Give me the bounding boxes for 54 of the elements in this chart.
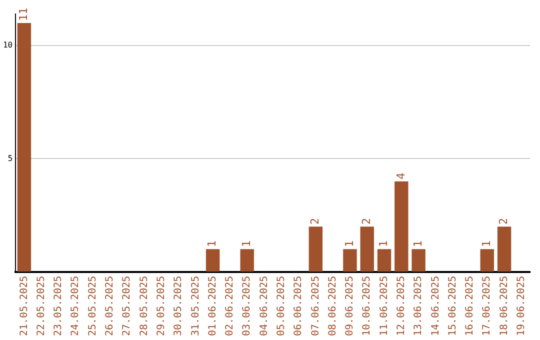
x-tick-label: 08.06.2025 [327,276,338,336]
bar [377,249,392,272]
bar [17,23,32,272]
x-tick-label: 28.05.2025 [138,276,150,336]
bar [360,226,374,272]
x-tick-label: 02.06.2025 [224,276,236,336]
data-label: 2 [497,218,510,225]
bar [206,249,220,272]
y-tick-label: 10 [2,40,13,50]
data-label: 11 [17,8,30,22]
x-tick-label: 05.06.2025 [276,276,287,336]
data-label: 1 [206,240,219,248]
bar [240,249,254,272]
x-tick-label: 27.05.2025 [122,276,133,336]
data-label: 2 [308,218,322,225]
x-tick-label: 23.05.2025 [53,276,64,336]
x-tick-label: 16.06.2025 [464,276,476,336]
x-tick-label: 12.06.2025 [396,276,407,336]
x-tick-label: 30.05.2025 [173,276,184,336]
x-tick-label: 21.05.2025 [18,276,30,336]
data-label: 1 [377,240,390,248]
x-tick-label: 19.06.2025 [516,276,528,336]
data-label: 2 [360,218,373,225]
y-tick-label: 5 [8,154,13,163]
x-tick-label: 11.06.2025 [378,276,390,336]
data-label: 1 [240,240,253,248]
bar [343,249,357,272]
data-label: 1 [480,240,493,248]
x-tick-label: 31.05.2025 [190,276,202,336]
x-tick-label: 04.06.2025 [258,276,270,336]
x-tick-label: 18.06.2025 [498,276,510,336]
x-tick-label: 15.06.2025 [447,276,458,336]
data-label: 4 [394,172,408,180]
data-label: 1 [411,240,424,248]
x-tick-label: 25.05.2025 [87,276,98,336]
x-tick-label: 14.06.2025 [430,276,442,336]
bar [480,249,494,272]
x-tick-label: 09.06.2025 [344,276,356,336]
x-tick-label: 10.06.2025 [362,276,373,336]
bar [394,181,408,272]
x-tick-label: 03.06.2025 [242,276,253,336]
x-tick-label: 17.06.2025 [482,276,493,336]
x-tick-label: 26.05.2025 [104,276,116,336]
x-tick-label: 29.05.2025 [156,276,167,336]
bar [412,249,426,272]
x-tick-label: 07.06.2025 [310,276,322,336]
bar [308,226,323,272]
x-tick-label: 22.05.2025 [36,276,47,336]
x-tick-label: 24.05.2025 [70,276,82,336]
bar [497,226,512,272]
data-label: 1 [342,240,356,248]
x-tick-label: 06.06.2025 [293,276,304,336]
x-tick-label: 13.06.2025 [413,276,424,336]
x-tick-label: 01.06.2025 [207,276,218,336]
